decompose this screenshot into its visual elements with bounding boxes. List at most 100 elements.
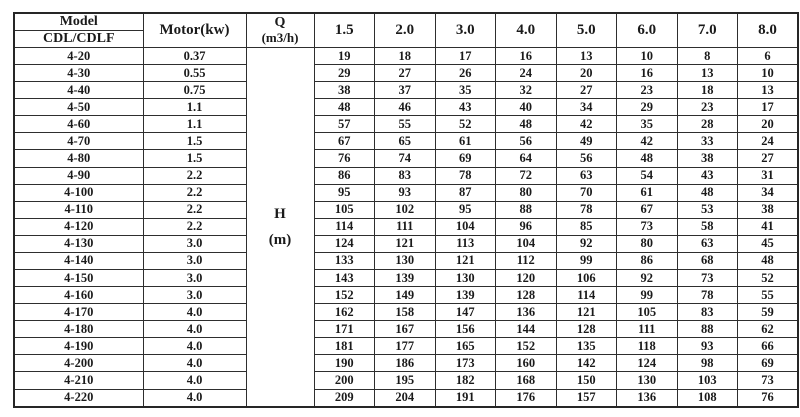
head-value-cell: 108	[676, 388, 738, 408]
table-row: 4-90 2.2 86 83 78 72 63 54 43 31	[13, 166, 799, 185]
head-value-cell: 72	[495, 166, 557, 185]
head-value-cell: 69	[434, 149, 496, 168]
head-value-cell: 52	[434, 115, 496, 134]
head-value-cell: 173	[434, 354, 496, 373]
head-value-cell: 135	[555, 337, 617, 356]
model-cell: 4-190	[13, 337, 144, 356]
head-value-cell: 144	[495, 320, 557, 339]
head-value-cell: 38	[737, 200, 799, 219]
head-value-cell: 111	[374, 217, 436, 236]
motor-kw-cell: 1.1	[142, 98, 247, 117]
head-value-cell: 66	[737, 337, 799, 356]
head-value-cell: 186	[374, 354, 436, 373]
table-row: 4-220 4.0 209 204 191 176 157 136 108 76	[13, 388, 799, 408]
head-value-cell: 83	[374, 166, 436, 185]
head-value-cell: 168	[495, 371, 557, 390]
header-row-1: Model Motor(kw) Q (m3/h) 1.5 2.0 3.0 4.0…	[13, 12, 799, 48]
head-value-cell: 124	[313, 234, 375, 253]
head-value-cell: 38	[313, 81, 375, 100]
motor-kw-cell: 3.0	[142, 234, 247, 253]
head-value-cell: 93	[676, 337, 738, 356]
head-value-cell: 92	[555, 234, 617, 253]
head-value-cell: 53	[676, 200, 738, 219]
head-value-cell: 87	[434, 183, 496, 202]
head-value-cell: 142	[555, 354, 617, 373]
head-value-cell: 83	[676, 303, 738, 322]
head-value-cell: 52	[737, 269, 799, 288]
head-value-cell: 13	[555, 46, 617, 66]
head-value-cell: 27	[555, 81, 617, 100]
model-cell: 4-50	[13, 98, 144, 117]
model-header-cell: Model	[13, 12, 144, 31]
head-value-cell: 67	[616, 200, 678, 219]
motor-kw-cell: 3.0	[142, 251, 247, 271]
head-value-cell: 78	[676, 286, 738, 305]
head-unit-label: (m)	[268, 231, 292, 248]
head-value-cell: 113	[434, 234, 496, 253]
head-value-cell: 56	[495, 132, 557, 151]
head-value-cell: 136	[495, 303, 557, 322]
table-row: 4-150 3.0 143 139 130 120 106 92 73 52	[13, 269, 799, 288]
head-value-cell: 130	[616, 371, 678, 390]
head-value-cell: 40	[495, 98, 557, 117]
head-value-cell: 48	[313, 98, 375, 117]
head-value-cell: 85	[555, 217, 617, 236]
head-value-cell: 28	[676, 115, 738, 134]
head-value-cell: 62	[737, 320, 799, 339]
head-value-cell: 195	[374, 371, 436, 390]
head-value-cell: 20	[555, 64, 617, 83]
head-value-cell: 35	[616, 115, 678, 134]
q-unit-label: (m3/h)	[261, 30, 299, 46]
head-value-cell: 19	[313, 46, 375, 66]
head-value-cell: 204	[374, 388, 436, 408]
motor-kw-cell: 3.0	[142, 286, 247, 305]
motor-kw-cell: 0.37	[142, 46, 247, 66]
table-row: 4-130 3.0 124 121 113 104 92 80 63 45	[13, 234, 799, 253]
head-value-cell: 13	[676, 64, 738, 83]
head-value-cell: 48	[737, 251, 799, 271]
head-value-cell: 143	[313, 269, 375, 288]
head-value-cell: 55	[737, 286, 799, 305]
head-value-cell: 149	[374, 286, 436, 305]
head-value-cell: 104	[495, 234, 557, 253]
head-value-cell: 64	[495, 149, 557, 168]
head-value-cell: 191	[434, 388, 496, 408]
head-value-cell: 24	[495, 64, 557, 83]
head-value-cell: 18	[374, 46, 436, 66]
head-value-cell: 150	[555, 371, 617, 390]
head-value-cell: 95	[313, 183, 375, 202]
head-value-cell: 58	[676, 217, 738, 236]
head-value-cell: 111	[616, 320, 678, 339]
flow-q-header-cell: Q (m3/h)	[245, 12, 315, 48]
head-value-cell: 128	[495, 286, 557, 305]
head-value-cell: 80	[495, 183, 557, 202]
head-value-cell: 158	[374, 303, 436, 322]
model-cell: 4-80	[13, 149, 144, 168]
motor-header-cell: Motor(kw)	[142, 12, 247, 48]
motor-kw-cell: 0.55	[142, 64, 247, 83]
head-value-cell: 139	[374, 269, 436, 288]
head-value-cell: 29	[313, 64, 375, 83]
table-row: 4-200 4.0 190 186 173 160 142 124 98 69	[13, 354, 799, 373]
head-symbol-label: H	[274, 205, 286, 222]
head-value-cell: 20	[737, 115, 799, 134]
head-value-cell: 68	[676, 251, 738, 271]
head-value-cell: 120	[495, 269, 557, 288]
head-value-cell: 177	[374, 337, 436, 356]
head-value-cell: 33	[676, 132, 738, 151]
head-value-cell: 59	[737, 303, 799, 322]
head-value-cell: 48	[616, 149, 678, 168]
head-value-cell: 24	[737, 132, 799, 151]
table-row: 4-140 3.0 133 130 121 112 99 86 68 48	[13, 251, 799, 271]
head-value-cell: 80	[616, 234, 678, 253]
head-value-cell: 26	[434, 64, 496, 83]
head-value-cell: 106	[555, 269, 617, 288]
head-value-cell: 34	[737, 183, 799, 202]
head-value-cell: 121	[434, 251, 496, 271]
flow-column-header: 8.0	[737, 12, 799, 48]
head-value-cell: 10	[616, 46, 678, 66]
head-value-cell: 41	[737, 217, 799, 236]
table-row: 4-170 4.0 162 158 147 136 121 105 83 59	[13, 303, 799, 322]
head-value-cell: 13	[737, 81, 799, 100]
head-value-cell: 17	[434, 46, 496, 66]
